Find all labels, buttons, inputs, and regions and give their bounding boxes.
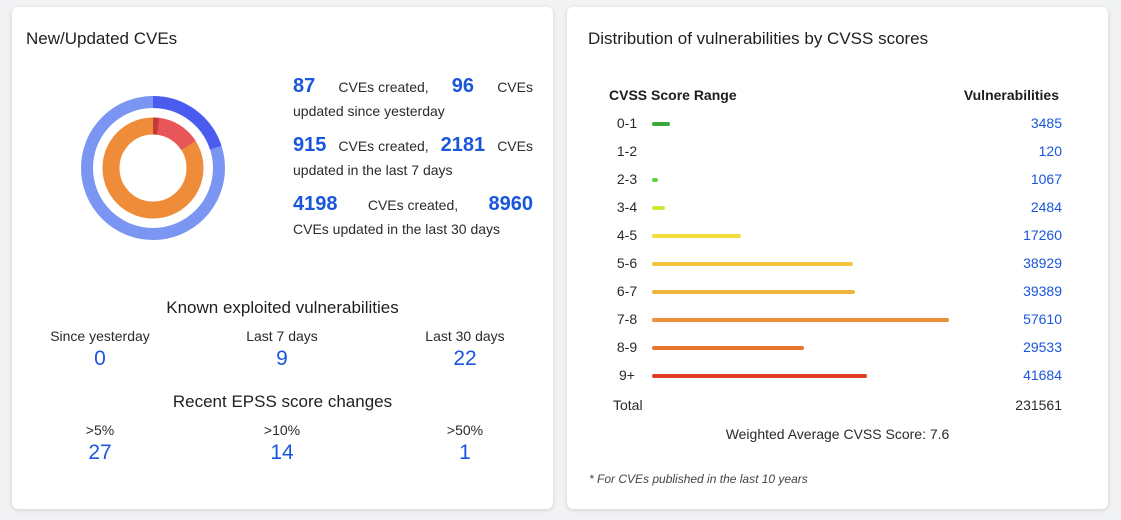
weighted-average: Weighted Average CVSS Score: 7.6 (725, 426, 950, 442)
vulnerability-count-link[interactable]: 39389 (1023, 283, 1062, 299)
vulnerability-count-link[interactable]: 57610 (1023, 311, 1062, 327)
known-exploited-row: Since yesterday 0 Last 7 days 9 Last 30 … (12, 328, 553, 382)
outer-ring-highlight-segment (152, 96, 222, 150)
epss-row: >5% 27 >10% 14 >50% 1 (12, 422, 553, 476)
distribution-bar (652, 318, 949, 322)
updated-label: CVEs (497, 138, 533, 154)
distribution-row: 3-4 2484 (567, 195, 1108, 223)
vulnerability-count-link[interactable]: 41684 (1023, 367, 1062, 383)
period-label: updated in the last 7 days (293, 162, 453, 178)
distribution-row: 0-1 3485 (567, 111, 1108, 139)
stat-yesterday: 87 CVEs created, 96 CVEs updated since y… (293, 73, 533, 120)
kpi-last-7-days[interactable]: Last 7 days 9 (192, 328, 372, 371)
kpi-label: >5% (85, 422, 115, 438)
created-label: CVEs created, (338, 138, 429, 154)
card-title: Distribution of vulnerabilities by CVSS … (588, 29, 929, 48)
kpi-label: Last 7 days (246, 328, 318, 344)
created-count: 4198 (293, 193, 338, 215)
stat-30-days: 4198 CVEs created, 8960 CVEs updated in … (293, 191, 533, 238)
kpi-value[interactable]: 14 (270, 441, 294, 464)
score-range-label: 3-4 (616, 199, 638, 215)
distribution-row: 8-9 29533 (567, 335, 1108, 363)
vulnerability-count-link[interactable]: 38929 (1023, 255, 1062, 271)
period-label: updated since yesterday (293, 103, 445, 119)
score-range-label: 5-6 (616, 255, 638, 271)
new-updated-cves-card: New/Updated CVEs 87 CVEs created, 96 CVE… (12, 7, 553, 509)
created-count: 915 (293, 134, 327, 156)
distribution-bar (652, 290, 856, 294)
distribution-row: 1-2 120 (567, 139, 1108, 167)
kpi-label: >50% (446, 422, 484, 438)
score-range-label: 2-3 (616, 171, 638, 187)
distribution-row: 4-5 17260 (567, 223, 1108, 251)
stat-7-days: 915 CVEs created, 2181 CVEs updated in t… (293, 132, 533, 179)
created-label: CVEs created, (338, 79, 429, 95)
distribution-row: 5-6 38929 (567, 251, 1108, 279)
vulnerability-count-link[interactable]: 17260 (1023, 227, 1062, 243)
column-header-vulnerabilities: Vulnerabilities (963, 87, 1059, 103)
score-range-label: 9+ (619, 367, 635, 383)
score-range-label: 1-2 (616, 143, 638, 159)
distribution-bar (652, 374, 867, 378)
column-header-range: CVSS Score Range (609, 87, 737, 103)
kpi-value[interactable]: 1 (459, 441, 471, 464)
score-range-label: 0-1 (616, 115, 638, 131)
distribution-row: 2-3 1067 (567, 167, 1108, 195)
created-count: 87 (293, 75, 316, 97)
distribution-row: 9+ 41684 (567, 363, 1108, 391)
kpi-since-yesterday[interactable]: Since yesterday 0 (10, 328, 190, 371)
cve-donut-chart (81, 96, 225, 240)
distribution-bar (652, 346, 805, 350)
footnote: * For CVEs published in the last 10 year… (589, 472, 808, 486)
score-range-label: 4-5 (616, 227, 638, 243)
score-range-label: 7-8 (616, 311, 638, 327)
card-title: New/Updated CVEs (26, 29, 178, 48)
known-exploited-heading: Known exploited vulnerabilities (166, 298, 399, 317)
updated-label: CVEs (497, 79, 533, 95)
distribution-row: 6-7 39389 (567, 279, 1108, 307)
distribution-bar (652, 234, 741, 238)
kpi-value[interactable]: 0 (94, 347, 106, 370)
kpi-last-30-days[interactable]: Last 30 days 22 (375, 328, 555, 371)
total-label: Total (613, 397, 643, 413)
distribution-bar (652, 178, 658, 182)
score-range-label: 8-9 (616, 339, 638, 355)
kpi-value[interactable]: 27 (88, 441, 112, 464)
kpi-epss-10[interactable]: >10% 14 (192, 422, 372, 465)
kpi-epss-5[interactable]: >5% 27 (10, 422, 190, 465)
updated-count: 96 (451, 75, 475, 97)
inner-ring-segment-2 (156, 117, 196, 151)
kpi-label: >10% (263, 422, 301, 438)
distribution-bar (652, 262, 853, 266)
period-label: CVEs updated in the last 30 days (293, 221, 501, 237)
distribution-bar (652, 206, 665, 210)
score-range-label: 6-7 (616, 283, 638, 299)
kpi-value[interactable]: 22 (453, 347, 477, 370)
vulnerability-count-link[interactable]: 1067 (1030, 171, 1062, 187)
distribution-bar (652, 122, 670, 126)
total-value: 231561 (1015, 397, 1062, 413)
updated-count: 2181 (440, 134, 486, 156)
kpi-label: Last 30 days (425, 328, 505, 344)
updated-count: 8960 (488, 193, 533, 215)
kpi-label: Since yesterday (50, 328, 150, 344)
vulnerability-count-link[interactable]: 3485 (1030, 115, 1062, 131)
vulnerability-count-link[interactable]: 29533 (1023, 339, 1062, 355)
vulnerability-count-link[interactable]: 120 (1038, 143, 1062, 159)
epss-heading: Recent EPSS score changes (172, 392, 393, 411)
kpi-value[interactable]: 9 (276, 347, 288, 370)
distribution-row: 7-8 57610 (567, 307, 1108, 335)
kpi-epss-50[interactable]: >50% 1 (375, 422, 555, 465)
cvss-distribution-card: Distribution of vulnerabilities by CVSS … (567, 7, 1108, 509)
vulnerability-count-link[interactable]: 2484 (1030, 199, 1062, 215)
created-label: CVEs created, (367, 197, 459, 213)
